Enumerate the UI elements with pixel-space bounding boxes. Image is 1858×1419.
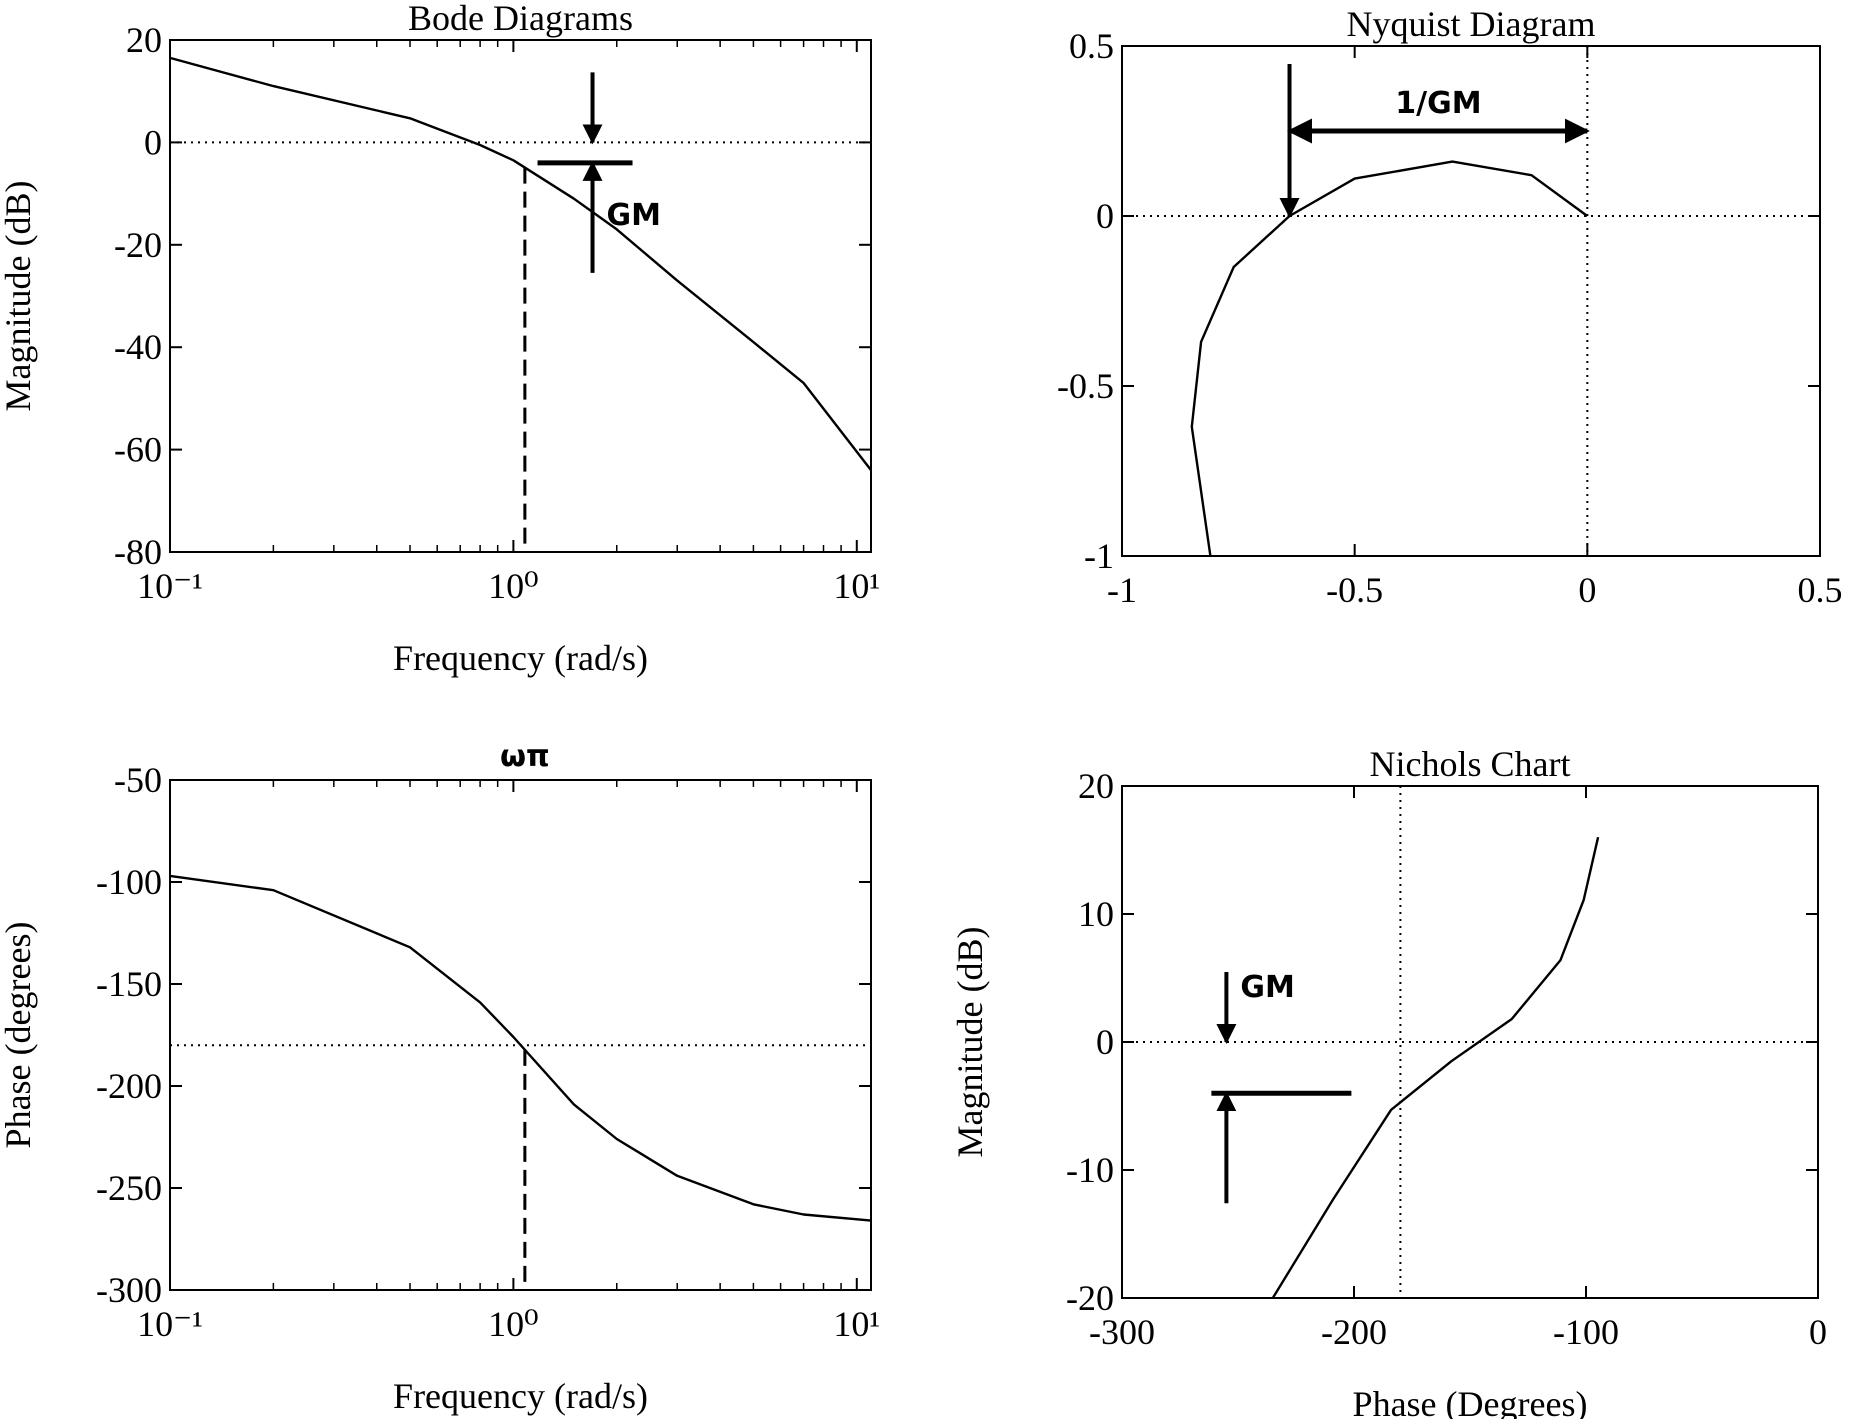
x-tick-label: 10⁻¹ — [137, 1304, 203, 1344]
y-tick-label: 20 — [1078, 766, 1114, 806]
y-tick-label: -100 — [96, 862, 162, 902]
y-tick-label: -250 — [96, 1168, 162, 1208]
subplot: Nyquist Diagram -1 -0.5 0 0.5 -1 -0.5 0 0.5 1/GM — [1057, 4, 1843, 610]
x-tick-label: 10⁰ — [488, 1304, 538, 1344]
x-axis-label: Frequency (rad/s) — [393, 638, 648, 678]
curve — [1271, 836, 1600, 1299]
y-tick-label: -50 — [114, 760, 162, 800]
x-tick-label: 10¹ — [833, 1304, 880, 1344]
y-tick-label: -10 — [1066, 1150, 1114, 1190]
chart-title: Nichols Chart — [1370, 744, 1571, 784]
y-axis-label: Magnitude (dB) — [950, 927, 990, 1158]
annotation: GM — [1240, 970, 1294, 1005]
x-tick-label: 0 — [1578, 570, 1596, 610]
y-tick-label: -40 — [114, 327, 162, 367]
x-tick-label: -1 — [1107, 570, 1137, 610]
y-tick-label: -150 — [96, 964, 162, 1004]
y-tick-label: 0.5 — [1069, 26, 1114, 66]
plot-frame — [1121, 45, 1821, 557]
x-axis-label: Frequency (rad/s) — [393, 1376, 648, 1416]
y-tick-label: -1 — [1084, 536, 1114, 576]
y-tick-label: -60 — [114, 430, 162, 470]
x-tick-label: -200 — [1321, 1312, 1387, 1352]
chart-title: Nyquist Diagram — [1347, 4, 1596, 44]
y-tick-label: 0 — [1096, 1022, 1114, 1062]
y-tick-label: 20 — [126, 20, 162, 60]
y-axis-label: Phase (degrees) — [0, 922, 38, 1149]
curve — [1190, 160, 1589, 557]
plot-frame — [169, 779, 872, 1291]
subplot: Nichols Chart Phase (Degrees) Magnitude (d… — [950, 744, 1827, 1419]
x-tick-label: -300 — [1089, 1312, 1155, 1352]
x-tick-label: 10⁰ — [488, 566, 538, 606]
y-tick-label: -80 — [114, 532, 162, 572]
x-tick-label: 0 — [1809, 1312, 1827, 1352]
y-tick-label: 0 — [144, 122, 162, 162]
curve — [169, 56, 872, 471]
annotation: GM — [607, 198, 661, 233]
x-tick-label: -0.5 — [1326, 570, 1383, 610]
subplot: Frequency (rad/s) Phase (degrees) -300 -250… — [0, 739, 880, 1416]
plot-frame — [169, 39, 872, 553]
x-tick-label: 0.5 — [1798, 570, 1843, 610]
x-tick-label: 10¹ — [833, 566, 880, 606]
y-tick-label: -300 — [96, 1270, 162, 1310]
y-tick-label: 0 — [1096, 196, 1114, 236]
y-tick-label: -0.5 — [1057, 366, 1114, 406]
x-axis-label: Phase (Degrees) — [1353, 1384, 1588, 1419]
chart-title: Bode Diagrams — [408, 0, 633, 38]
annotation: ωπ — [500, 739, 550, 774]
y-tick-label: -200 — [96, 1066, 162, 1106]
annotation: 1/GM — [1395, 86, 1481, 121]
subplot: Bode Diagrams Frequency (rad/s) Magnitude … — [0, 0, 880, 678]
x-tick-label: -100 — [1553, 1312, 1619, 1352]
y-tick-label: -20 — [114, 225, 162, 265]
y-axis-label: Magnitude (dB) — [0, 181, 38, 412]
x-tick-label: 10⁻¹ — [137, 566, 203, 606]
y-tick-label: -20 — [1066, 1278, 1114, 1318]
curve — [169, 874, 872, 1222]
y-tick-label: 10 — [1078, 894, 1114, 934]
